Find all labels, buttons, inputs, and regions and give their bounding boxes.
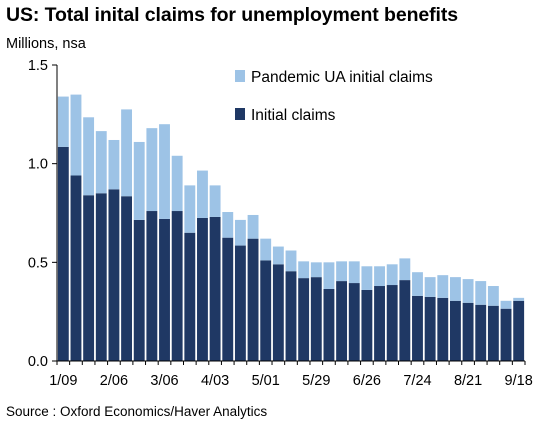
bar-initial-claims-7-17	[399, 280, 411, 361]
bar-initial-claims-5-29	[310, 277, 322, 361]
y-tick-label: 1.5	[28, 58, 48, 74]
y-tick-label: 1.0	[28, 157, 48, 173]
legend-swatch	[235, 70, 245, 82]
bar-pandemic-ua-5-15	[285, 250, 297, 272]
bar-initial-claims-9-04	[487, 305, 499, 361]
bar-initial-claims-9-11	[500, 308, 512, 361]
chart-title: US: Total inital claims for unemployment…	[6, 4, 458, 26]
bar-pandemic-ua-4-24	[247, 214, 259, 239]
bar-initial-claims-3-06	[159, 218, 170, 361]
bar-initial-claims-5-01	[260, 260, 272, 361]
bar-initial-claims-4-03	[209, 216, 221, 361]
bar-pandemic-ua-9-11	[500, 300, 512, 309]
bars-group	[57, 94, 525, 361]
bar-initial-claims-7-24	[412, 295, 423, 361]
legend-label: Initial claims	[251, 107, 336, 124]
bar-pandemic-ua-2-13	[121, 109, 133, 197]
bar-pandemic-ua-5-08	[272, 246, 284, 265]
bar-pandemic-ua-3-27	[197, 170, 208, 218]
legend-swatch	[235, 108, 245, 120]
bar-pandemic-ua-3-13	[171, 155, 183, 212]
bar-initial-claims-5-08	[272, 264, 284, 361]
bar-pandemic-ua-1-23	[83, 117, 95, 196]
x-tick-label: 6/26	[353, 373, 381, 389]
bar-pandemic-ua-5-29	[310, 262, 322, 278]
bar-initial-claims-1-09	[57, 146, 69, 361]
bar-initial-claims-3-20	[184, 232, 196, 361]
x-tick-label: 8/21	[454, 373, 482, 389]
bar-initial-claims-6-05	[323, 288, 335, 361]
bar-pandemic-ua-7-24	[412, 272, 423, 296]
bar-pandemic-ua-9-04	[487, 286, 499, 306]
y-tick-label: 0.0	[28, 354, 48, 370]
bar-pandemic-ua-2-27	[146, 128, 158, 212]
bar-initial-claims-7-31	[424, 296, 436, 361]
bar-pandemic-ua-4-03	[209, 185, 221, 217]
bar-pandemic-ua-4-17	[234, 219, 246, 246]
x-tick-label: 7/24	[403, 373, 431, 389]
bar-pandemic-ua-1-16	[70, 94, 82, 176]
bar-initial-claims-5-22	[298, 278, 310, 361]
bar-pandemic-ua-1-09	[57, 96, 69, 147]
bar-initial-claims-6-19	[348, 283, 360, 361]
legend-label: Pandemic UA initial claims	[251, 69, 433, 86]
axes-group: 0.0 0.5 1.0 1.5 1/09 2/06 3/06 4/03 5/01 5/29 6/26…	[28, 58, 533, 389]
x-tick-label: 1/09	[49, 373, 77, 389]
bar-initial-claims-1-16	[70, 175, 82, 361]
bar-initial-claims-3-27	[197, 217, 208, 361]
bar-initial-claims-6-12	[336, 281, 348, 361]
bar-initial-claims-1-30	[95, 193, 107, 361]
bar-pandemic-ua-8-07	[437, 275, 449, 298]
bar-initial-claims-9-18	[513, 300, 525, 361]
y-axis-unit-label: Millions, nsa	[6, 36, 86, 52]
bar-pandemic-ua-8-28	[475, 281, 487, 305]
bar-initial-claims-2-13	[121, 196, 133, 361]
bar-pandemic-ua-9-18	[513, 297, 525, 301]
bar-pandemic-ua-7-17	[399, 258, 411, 281]
y-tick-label: 0.5	[28, 255, 48, 271]
bar-initial-claims-8-28	[475, 304, 487, 361]
bar-pandemic-ua-3-20	[184, 185, 196, 233]
bar-initial-claims-2-20	[133, 219, 145, 361]
bar-pandemic-ua-7-31	[424, 277, 436, 297]
bar-pandemic-ua-2-06	[108, 139, 120, 190]
legend: Pandemic UA initial claims Initial claims	[235, 69, 433, 124]
bar-pandemic-ua-8-14	[449, 277, 461, 301]
bar-initial-claims-3-13	[171, 211, 183, 361]
bar-initial-claims-8-21	[462, 302, 474, 361]
bar-pandemic-ua-6-19	[348, 261, 360, 284]
x-tick-label: 3/06	[150, 373, 178, 389]
bar-pandemic-ua-2-20	[133, 141, 145, 220]
bar-initial-claims-4-24	[247, 238, 259, 361]
bar-initial-claims-8-14	[449, 300, 461, 361]
bar-initial-claims-2-06	[108, 189, 120, 361]
bar-pandemic-ua-7-10	[386, 264, 398, 286]
bar-initial-claims-7-03	[374, 286, 385, 361]
bar-initial-claims-2-27	[146, 211, 158, 361]
source-note: Source : Oxford Economics/Haver Analytic…	[6, 404, 268, 419]
bar-initial-claims-1-23	[83, 195, 95, 361]
x-tick-label: 9/18	[505, 373, 533, 389]
bar-pandemic-ua-5-22	[298, 261, 310, 279]
bar-initial-claims-4-17	[234, 245, 246, 361]
bar-pandemic-ua-1-30	[95, 131, 107, 194]
x-tick-label: 5/29	[302, 373, 330, 389]
bar-initial-claims-5-15	[285, 271, 297, 361]
bar-pandemic-ua-6-26	[361, 266, 373, 290]
bar-pandemic-ua-5-01	[260, 238, 272, 261]
bar-pandemic-ua-4-10	[222, 212, 234, 238]
bar-pandemic-ua-7-03	[374, 266, 385, 287]
bar-initial-claims-7-10	[386, 285, 398, 361]
bar-pandemic-ua-6-05	[323, 262, 335, 289]
bar-pandemic-ua-6-12	[336, 261, 348, 282]
bar-initial-claims-8-07	[437, 297, 449, 361]
x-tick-label: 5/01	[252, 373, 280, 389]
x-tick-label: 4/03	[201, 373, 229, 389]
bar-initial-claims-6-26	[361, 289, 373, 361]
bar-pandemic-ua-3-06	[159, 124, 170, 219]
x-tick-label: 2/06	[100, 373, 128, 389]
bar-initial-claims-4-10	[222, 237, 234, 361]
bar-pandemic-ua-8-21	[462, 279, 474, 303]
